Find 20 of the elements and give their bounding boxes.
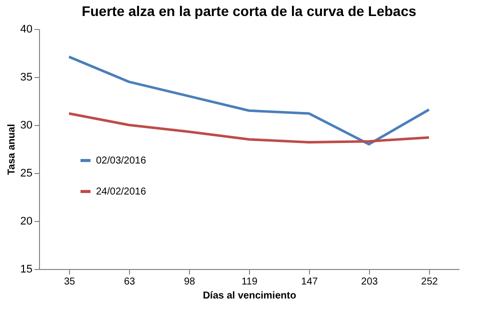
x-axis-title: Días al vencimiento	[202, 290, 296, 302]
x-tick-label: 119	[242, 276, 258, 288]
x-tick-label: 252	[421, 276, 438, 288]
y-tick-label: 25	[20, 168, 32, 180]
x-tick-label: 147	[301, 276, 318, 288]
line-series	[68, 112, 430, 144]
x-tick-label: 98	[184, 276, 196, 288]
chart-title: Fuerte alza en la parte corta de la curva de Lebacs	[82, 3, 416, 19]
y-axis-title: Tasa anual	[6, 124, 18, 175]
y-tick-label: 30	[20, 120, 32, 132]
line-series	[68, 56, 430, 146]
y-tick-label: 15	[20, 264, 32, 276]
y-tick-label: 35	[20, 72, 32, 84]
x-tick-label: 203	[361, 276, 378, 288]
x-tick-label: 35	[64, 276, 76, 288]
x-tick-label: 63	[124, 276, 136, 288]
legend-label: 24/02/2016	[96, 186, 146, 198]
y-tick-label: 20	[20, 216, 32, 228]
y-tick-label: 40	[20, 24, 32, 36]
legend-label: 02/03/2016	[96, 156, 146, 166]
